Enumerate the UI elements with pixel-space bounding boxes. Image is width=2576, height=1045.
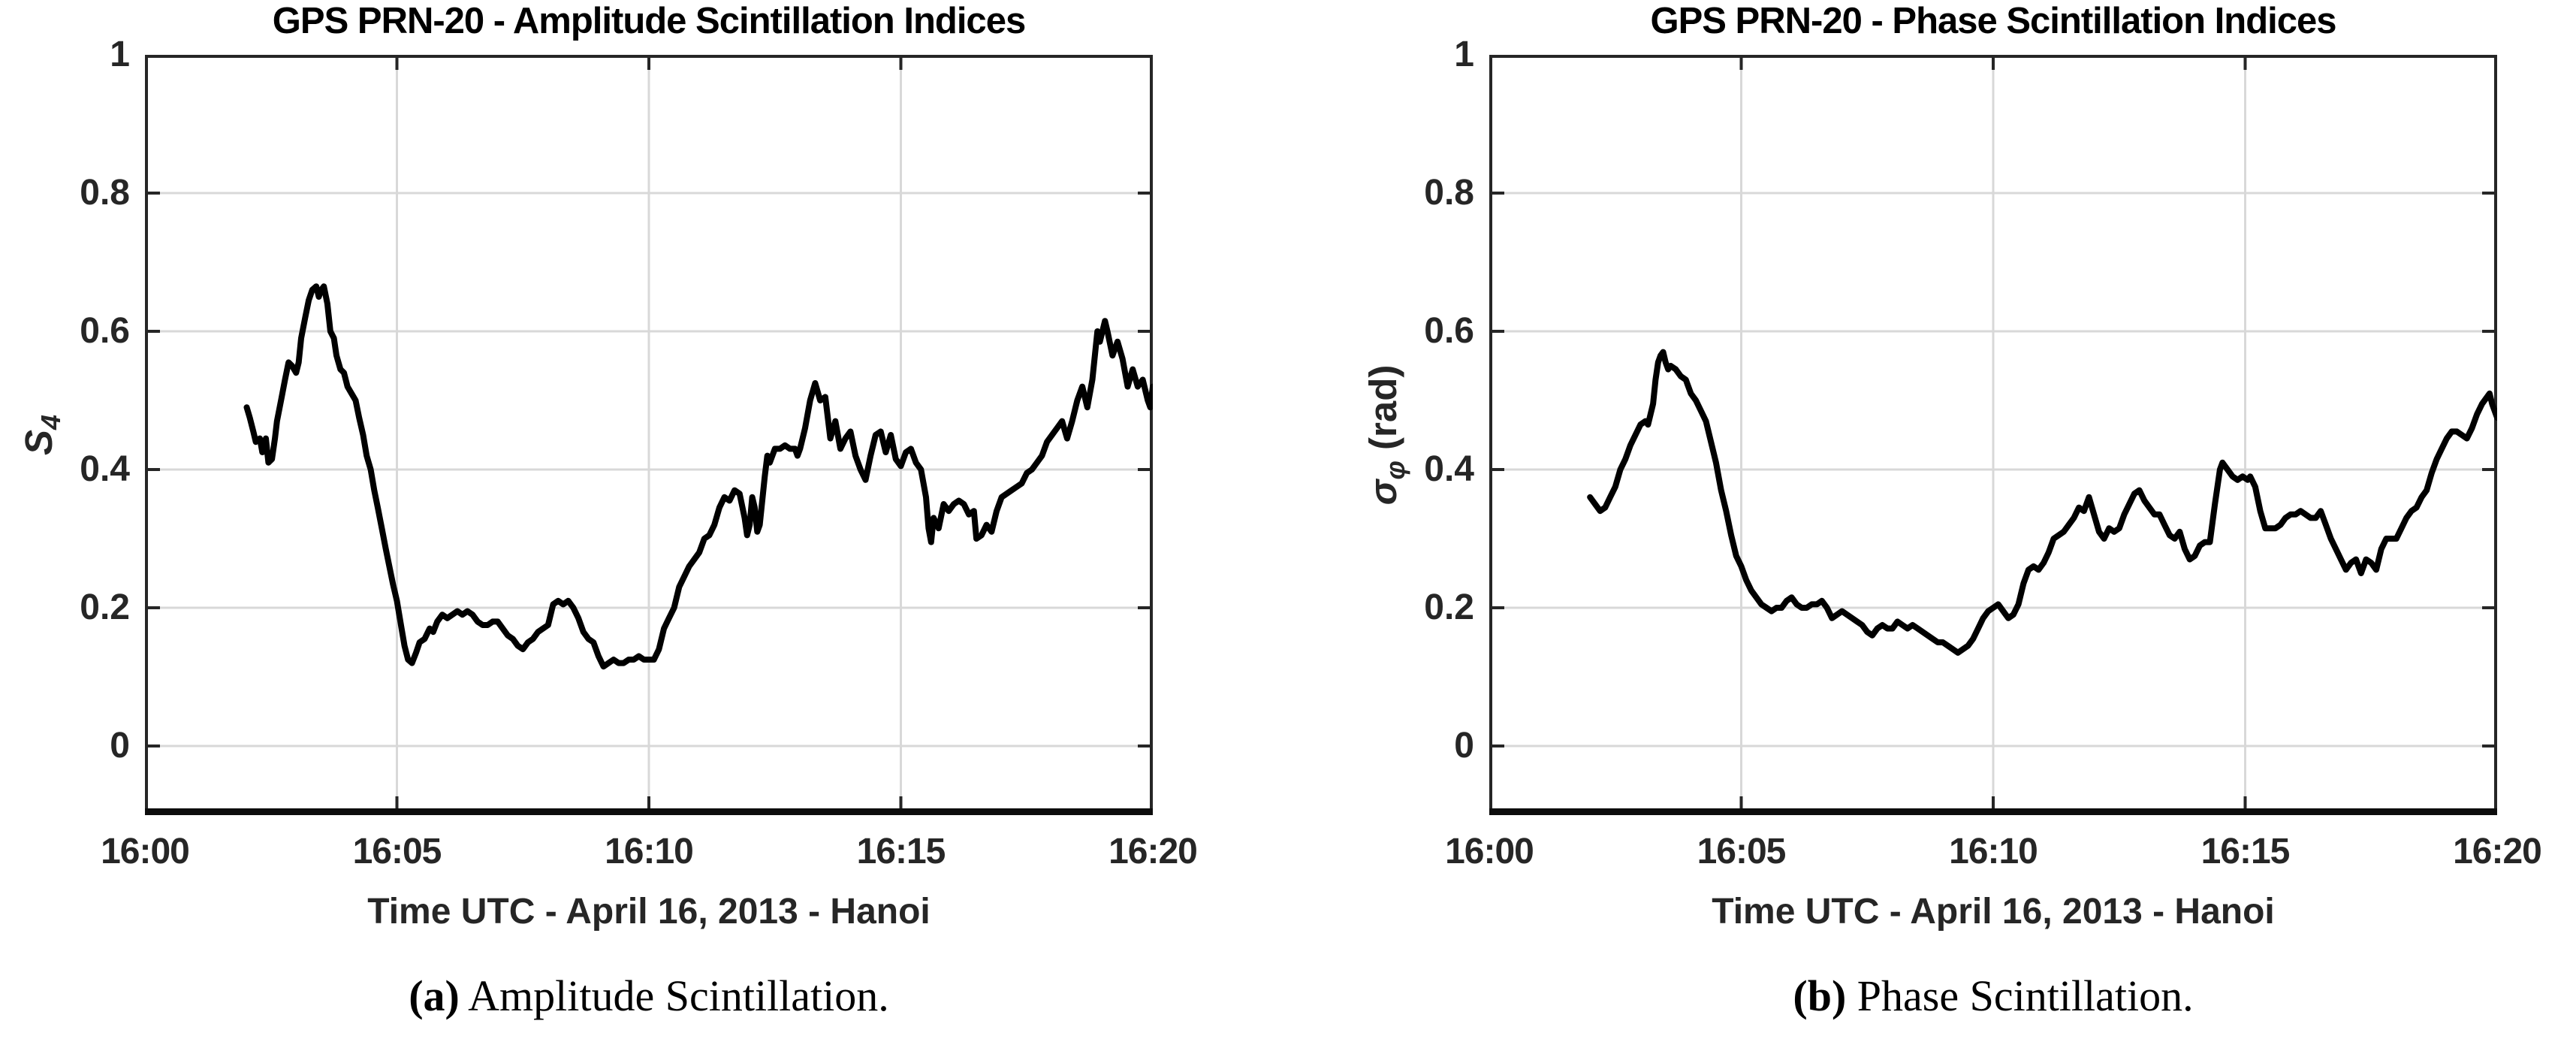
- y-tick-label: 1: [110, 35, 130, 74]
- x-tick-label: 16:20: [1109, 832, 1198, 871]
- x-tick-label: 16:00: [1445, 832, 1534, 871]
- y-tick-label: 1: [1454, 35, 1474, 74]
- y-tick-label: 0.6: [1424, 311, 1474, 351]
- panel-title: GPS PRN-20 - Phase Scintillation Indices: [1650, 1, 2336, 41]
- y-tick-label: 0.6: [80, 311, 130, 351]
- caption: (b) Phase Scintillation.: [1392, 971, 2576, 1021]
- x-tick-label: 16:20: [2453, 832, 2542, 871]
- data-line-S4-index: [243, 283, 1153, 670]
- x-tick-label: 16:15: [856, 832, 946, 871]
- y-axis-subscript: 4: [35, 414, 67, 430]
- x-tick-label: 16:05: [1697, 832, 1787, 871]
- x-tick-label: 16:10: [1949, 832, 2038, 871]
- y-axis-label: σφ (rad): [1353, 134, 1413, 735]
- x-axis-label: Time UTC - April 16, 2013 - Hanoi: [367, 892, 931, 932]
- x-tick-label: 16:05: [352, 832, 442, 871]
- y-tick-label: 0.2: [1424, 587, 1474, 627]
- x-axis-label: Time UTC - April 16, 2013 - Hanoi: [1712, 892, 2275, 932]
- y-tick-label: 0: [110, 726, 130, 766]
- data-line-sigma-phi-index: [1587, 349, 2497, 656]
- panel-title: GPS PRN-20 - Amplitude Scintillation Ind…: [272, 1, 1026, 41]
- plot-area: [1489, 55, 2497, 815]
- caption-tag: (a): [409, 971, 460, 1020]
- panel-phase: GPS PRN-20 - Phase Scintillation Indices…: [1344, 0, 2576, 1045]
- caption-text: Phase Scintillation.: [1846, 971, 2194, 1020]
- caption-tag: (b): [1793, 971, 1847, 1020]
- x-tick-label: 16:15: [2200, 832, 2291, 871]
- y-tick-label: 0: [1454, 726, 1474, 766]
- y-tick-label: 0.4: [1424, 449, 1474, 489]
- caption-text: Amplitude Scintillation.: [459, 971, 889, 1020]
- x-tick-label: 16:00: [101, 832, 190, 871]
- y-tick-label: 0.2: [80, 587, 130, 627]
- y-tick-label: 0.8: [80, 173, 130, 213]
- caption: (a) Amplitude Scintillation.: [48, 971, 1250, 1021]
- y-axis-label: S4: [9, 134, 69, 735]
- panel-amplitude: GPS PRN-20 - Amplitude Scintillation Ind…: [0, 0, 1277, 1045]
- plot-area: [145, 55, 1153, 815]
- x-tick-label: 16:10: [605, 832, 694, 871]
- y-tick-label: 0.8: [1424, 173, 1474, 213]
- y-tick-label: 0.4: [80, 449, 130, 489]
